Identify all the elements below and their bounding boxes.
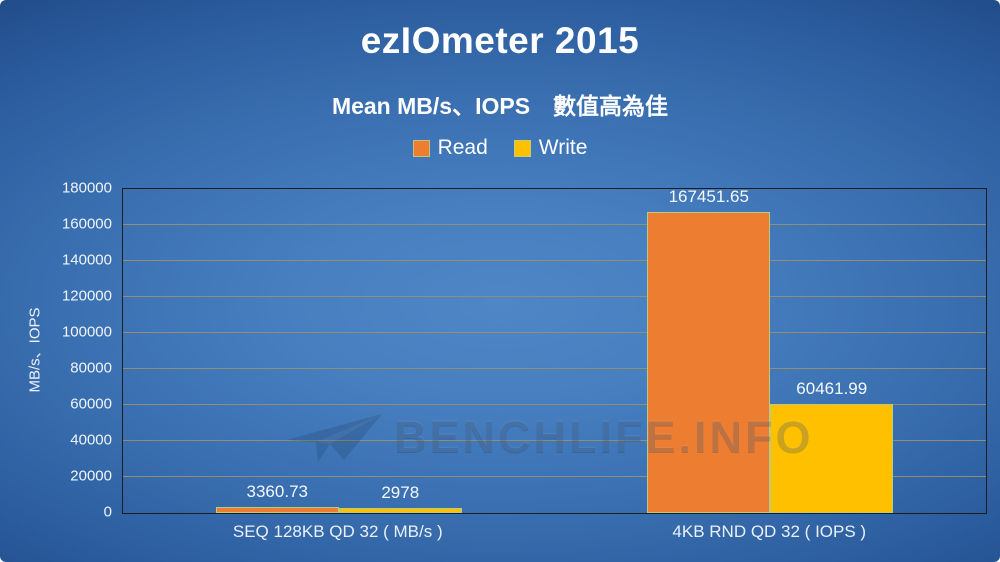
y-tick-label: 80000 — [70, 359, 112, 377]
write-bar — [338, 507, 462, 513]
chart-subtitle: Mean MB/s、IOPS 數值高為佳 — [331, 93, 669, 119]
gridline — [123, 224, 986, 225]
legend-item-read: Read — [412, 136, 488, 160]
gridline — [123, 368, 986, 369]
read-bar — [647, 211, 771, 513]
bar-value-label: 60461.99 — [796, 379, 868, 399]
y-tick-label: 180000 — [61, 179, 112, 197]
x-axis-category-labels: SEQ 128KB QD 32 ( MB/s ) 4KB RND QD 32 ( … — [122, 522, 985, 550]
gridline — [123, 404, 986, 405]
y-tick-label: 160000 — [61, 215, 112, 233]
bar-value-label: 3360.73 — [246, 481, 308, 501]
y-tick-label: 40000 — [70, 431, 112, 449]
legend-label-read: Read — [437, 136, 488, 159]
write-swatch-icon — [513, 139, 531, 157]
bar-value-label: 2978 — [381, 482, 420, 502]
gridline — [123, 296, 986, 297]
chart-title: ezIOmeter 2015 — [360, 20, 640, 61]
read-bar — [215, 506, 339, 513]
legend-item-write: Write — [513, 136, 588, 160]
category-label: 4KB RND QD 32 ( IOPS ) — [672, 522, 867, 541]
category-label: SEQ 128KB QD 32 ( MB/s ) — [232, 522, 443, 541]
chart-legend: Read Write — [0, 136, 1000, 160]
y-tick-label: 100000 — [61, 323, 112, 341]
y-tick-label: 120000 — [61, 287, 112, 305]
read-swatch-icon — [412, 139, 430, 157]
write-bar — [770, 404, 894, 513]
legend-label-write: Write — [538, 136, 588, 159]
gridline — [123, 476, 986, 477]
gridline — [123, 440, 986, 441]
gridline — [123, 332, 986, 333]
y-tick-label: 20000 — [70, 467, 112, 485]
bar-value-label: 167451.65 — [668, 186, 749, 206]
plot-area: 3360.73 2978 167451.65 60461.99 — [122, 186, 987, 514]
y-axis-tick-labels: 0 20000 40000 60000 80000 100000 120000 140000 1… — [28, 180, 112, 521]
y-tick-label: 140000 — [61, 251, 112, 269]
y-tick-label: 60000 — [70, 395, 112, 413]
gridline — [123, 260, 986, 261]
y-tick-label: 0 — [103, 503, 112, 521]
